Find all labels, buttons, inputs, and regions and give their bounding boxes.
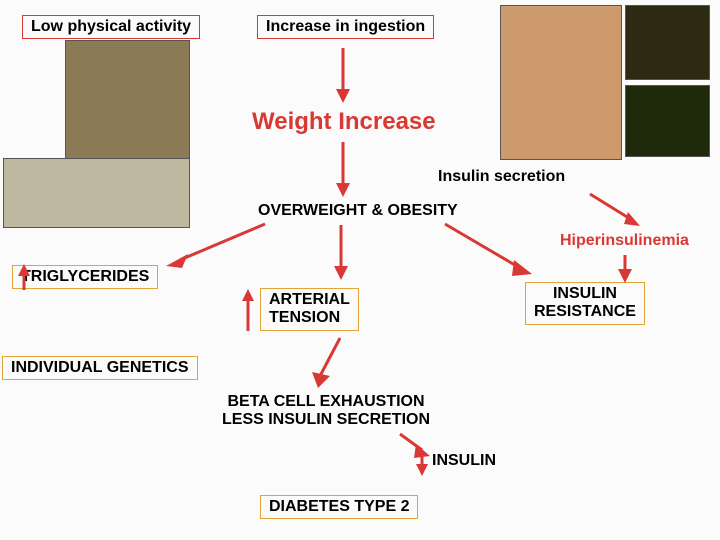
node-genetics: INDIVIDUAL GENETICS — [2, 356, 198, 380]
node-weight-increase: Weight Increase — [252, 108, 436, 136]
node-insulin: INSULIN — [432, 452, 496, 470]
resist-line1: INSULIN — [553, 285, 617, 302]
node-triglycerides: TRIGLYCERIDES — [12, 265, 158, 289]
beta-line2: LESS INSULIN SECRETION — [222, 411, 430, 428]
node-diabetes: DIABETES TYPE 2 — [260, 495, 418, 519]
cell-micrograph — [625, 5, 710, 80]
arrow-secretion-hiper — [588, 192, 648, 232]
node-hiperinsulinemia: Hiperinsulinemia — [560, 232, 689, 250]
arrow-weight-overweight — [336, 142, 350, 197]
arrow-insulin-down — [416, 452, 428, 476]
runner-cartoon — [3, 158, 190, 228]
anatomy-figure — [500, 5, 622, 160]
arrow-overweight-resist — [440, 222, 540, 282]
arrow-overweight-arterial — [334, 225, 348, 280]
arrow-hiper-resist — [618, 255, 632, 283]
belly-photo — [65, 40, 190, 163]
arrow-trig-up — [18, 264, 30, 290]
node-low-activity: Low physical activity — [22, 15, 200, 39]
arterial-line1: ARTERIAL — [269, 291, 350, 308]
node-overweight: OVERWEIGHT & OBESITY — [258, 202, 458, 220]
arrow-overweight-trig — [160, 222, 270, 272]
virus-micrograph — [625, 85, 710, 157]
beta-line1: BETA CELL EXHAUSTION — [227, 393, 424, 410]
node-beta-cell: BETA CELL EXHAUSTION LESS INSULIN SECRET… — [222, 393, 430, 430]
resist-line2: RESISTANCE — [534, 303, 636, 320]
node-ingestion: Increase in ingestion — [257, 15, 434, 39]
arrow-arterial-up — [242, 289, 254, 331]
node-insulin-secretion: Insulin secretion — [438, 168, 565, 186]
node-arterial-tension: ARTERIAL TENSION — [260, 288, 359, 331]
arrow-ingestion-weight — [336, 48, 350, 103]
arterial-line2: TENSION — [269, 309, 340, 326]
arrow-arterial-beta — [310, 336, 350, 391]
node-insulin-resistance: INSULIN RESISTANCE — [525, 282, 645, 325]
